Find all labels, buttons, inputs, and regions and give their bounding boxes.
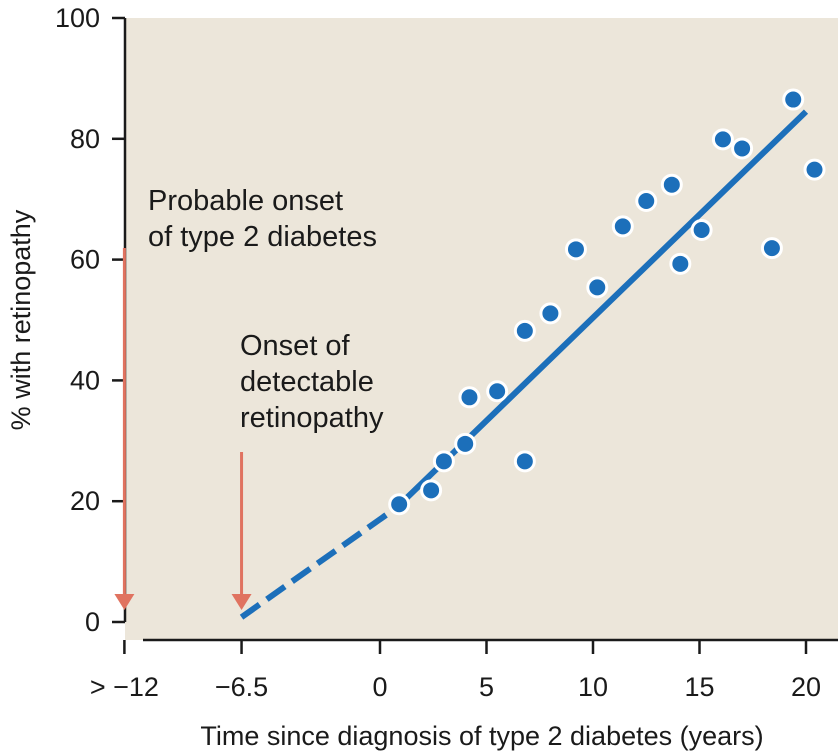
y-tick-label: 100	[55, 3, 100, 33]
data-point	[784, 90, 803, 109]
x-tick-label: 0	[372, 672, 387, 702]
data-point	[713, 130, 732, 149]
y-tick-group: 0 20 40 60 80 100	[55, 3, 125, 637]
annotation-text: Onset of	[240, 330, 351, 362]
data-point	[613, 217, 632, 236]
data-point	[733, 139, 752, 158]
data-point	[434, 452, 453, 471]
retinopathy-chart: 0 20 40 60 80 100 > −12 −6.5 0 5 10 15 20 Probable …	[0, 0, 838, 754]
plot-area	[125, 18, 838, 640]
annotation-text: retinopathy	[240, 402, 384, 434]
data-point	[566, 240, 585, 259]
x-tick-label: 10	[578, 672, 608, 702]
data-point	[662, 175, 681, 194]
data-point	[637, 192, 656, 211]
x-tick-label: > −12	[90, 672, 159, 702]
x-tick-label: 20	[791, 672, 821, 702]
data-point	[671, 254, 690, 273]
y-tick-label: 40	[70, 365, 100, 395]
data-point	[460, 388, 479, 407]
y-tick-label: 20	[70, 486, 100, 516]
annotation-text: of type 2 diabetes	[148, 221, 377, 253]
data-point	[456, 434, 475, 453]
x-tick-label: 5	[479, 672, 494, 702]
y-tick-label: 0	[85, 607, 100, 637]
x-tick-group: > −12 −6.5 0 5 10 15 20	[90, 640, 821, 702]
x-tick-label: −6.5	[215, 672, 268, 702]
data-point	[488, 382, 507, 401]
y-tick-label: 60	[70, 245, 100, 275]
y-tick-label: 80	[70, 124, 100, 154]
data-point	[541, 304, 560, 323]
x-tick-label: 15	[684, 672, 714, 702]
annotation-text: detectable	[240, 366, 374, 398]
data-point	[762, 239, 781, 258]
x-axis-label: Time since diagnosis of type 2 diabetes …	[200, 721, 763, 751]
annotation-text: Probable onset	[148, 185, 343, 217]
data-point	[422, 481, 441, 500]
data-point	[692, 221, 711, 240]
data-point	[515, 452, 534, 471]
data-point	[515, 321, 534, 340]
data-point	[805, 160, 824, 179]
y-axis-label: % with retinopathy	[6, 209, 36, 430]
data-point	[588, 278, 607, 297]
data-point	[390, 495, 409, 514]
